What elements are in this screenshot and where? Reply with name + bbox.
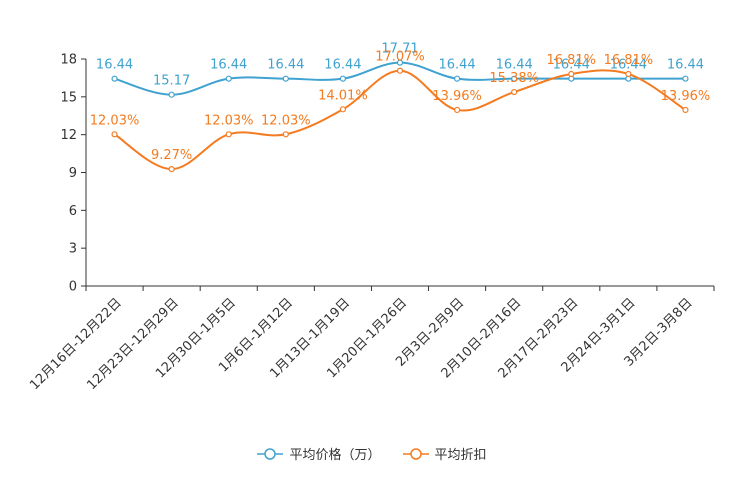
- legend: 平均价格（万） 平均折扣: [0, 444, 744, 463]
- series-1-point[interactable]: [625, 70, 632, 78]
- series-0-point[interactable]: [339, 75, 347, 82]
- series-0-data-label: 16.44: [324, 58, 361, 73]
- legend-discount-label: 平均折扣: [434, 448, 487, 463]
- series-1-point[interactable]: [511, 88, 518, 96]
- series-layer: [111, 59, 689, 173]
- axes: 036912151812月16日-12月22日12月23日-12月29日12月3…: [27, 53, 715, 393]
- series-0-point[interactable]: [511, 75, 518, 82]
- series-0-point[interactable]: [168, 91, 175, 98]
- legend-item-price[interactable]: 平均价格（万）: [257, 444, 381, 463]
- y-tick-label: 9: [69, 166, 77, 181]
- legend-price-label: 平均价格（万）: [289, 448, 381, 463]
- y-tick-label: 18: [60, 53, 77, 68]
- series-1-point[interactable]: [396, 67, 404, 74]
- y-tick-label: 12: [60, 128, 77, 143]
- series-0-point[interactable]: [225, 75, 232, 82]
- y-tick-label: 6: [69, 204, 77, 219]
- series-1-point[interactable]: [568, 70, 575, 78]
- series-0-data-label: 16.44: [496, 58, 533, 73]
- series-1-data-label: 13.96%: [432, 89, 482, 104]
- x-tick-label: 12月16日-12月22日: [27, 296, 124, 393]
- legend-item-discount[interactable]: 平均折扣: [402, 444, 487, 463]
- series-0-data-label: 16.44: [210, 58, 247, 73]
- series-0-point[interactable]: [682, 75, 689, 82]
- series-0-data-label: 16.44: [267, 58, 304, 73]
- series-0-data-label: 16.44: [553, 58, 590, 73]
- series-1-data-label: 12.03%: [90, 113, 140, 128]
- series-0-point[interactable]: [282, 75, 289, 82]
- series-0-data-label: 17.71: [381, 42, 418, 57]
- series-0-data-label: 15.17: [153, 74, 190, 89]
- legend-discount-marker-icon: [402, 447, 429, 460]
- series-1-data-label: 12.03%: [261, 113, 311, 128]
- series-1-data-label: 15.38%: [489, 71, 539, 86]
- series-1-point[interactable]: [168, 165, 175, 173]
- series-line-0: [114, 61, 686, 96]
- series-1-point[interactable]: [682, 106, 689, 114]
- series-0-point[interactable]: [396, 59, 404, 66]
- series-1-point[interactable]: [111, 131, 118, 138]
- y-tick-label: 15: [60, 90, 77, 105]
- series-1-data-label: 12.03%: [204, 113, 254, 128]
- series-1-data-label: 16.81%: [604, 53, 654, 68]
- line-chart: 036912151812月16日-12月22日12月23日-12月29日12月3…: [27, 42, 715, 393]
- series-0-data-label: 16.44: [610, 58, 647, 73]
- series-1-data-label: 9.27%: [151, 148, 192, 163]
- series-0-data-label: 16.44: [667, 58, 704, 73]
- series-1-point[interactable]: [453, 106, 461, 114]
- series-0-data-label: 16.44: [96, 58, 133, 73]
- series-0-point[interactable]: [111, 75, 118, 82]
- series-1-point[interactable]: [225, 131, 232, 138]
- legend-price-marker-icon: [257, 447, 284, 460]
- data-labels: 16.44 15.17 16.44 16.44 16.44 17.71 16.44 16.44…: [90, 42, 710, 163]
- y-tick-label: 0: [69, 280, 77, 295]
- y-tick-label: 3: [69, 242, 77, 257]
- series-1-data-label: 13.96%: [661, 89, 711, 104]
- series-0-data-label: 16.44: [438, 58, 475, 73]
- series-1-point[interactable]: [339, 106, 347, 113]
- series-1-point[interactable]: [282, 131, 289, 138]
- series-1-data-label: 14.01%: [318, 88, 368, 103]
- series-1-data-label: 16.81%: [546, 53, 596, 68]
- series-0-point[interactable]: [453, 75, 461, 82]
- series-1-data-label: 17.07%: [375, 50, 425, 65]
- series-line-1: [113, 69, 686, 171]
